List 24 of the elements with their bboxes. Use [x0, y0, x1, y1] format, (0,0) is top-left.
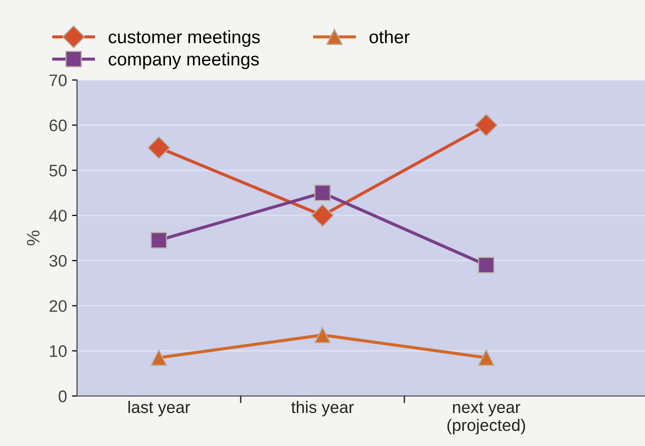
y-tick-label: 70	[50, 74, 67, 86]
y-tick-label: 0	[58, 390, 67, 402]
point	[478, 349, 494, 366]
legend-label: other	[370, 30, 410, 44]
y-tick-label: 10	[50, 345, 67, 358]
legend-label: customer meetings	[108, 30, 260, 47]
x-tick-label: next year (projected)	[447, 402, 526, 434]
point	[474, 114, 498, 136]
y-tick-label: 60	[50, 120, 67, 132]
y-tick-label: 30	[49, 254, 67, 267]
y-tick-label: 20	[50, 300, 67, 312]
point	[314, 184, 331, 202]
y-tick-label: 40	[49, 210, 67, 222]
point	[147, 136, 170, 160]
x-tick-label: last year	[128, 400, 190, 416]
y-axis-title: %	[26, 230, 40, 246]
point	[478, 256, 494, 274]
point	[150, 232, 168, 248]
point	[150, 349, 168, 366]
y-tick-label: 50	[49, 164, 67, 176]
point	[314, 326, 331, 344]
point	[311, 204, 334, 227]
legend-label: company meetings	[108, 52, 259, 70]
x-tick-label: this year	[291, 400, 354, 416]
